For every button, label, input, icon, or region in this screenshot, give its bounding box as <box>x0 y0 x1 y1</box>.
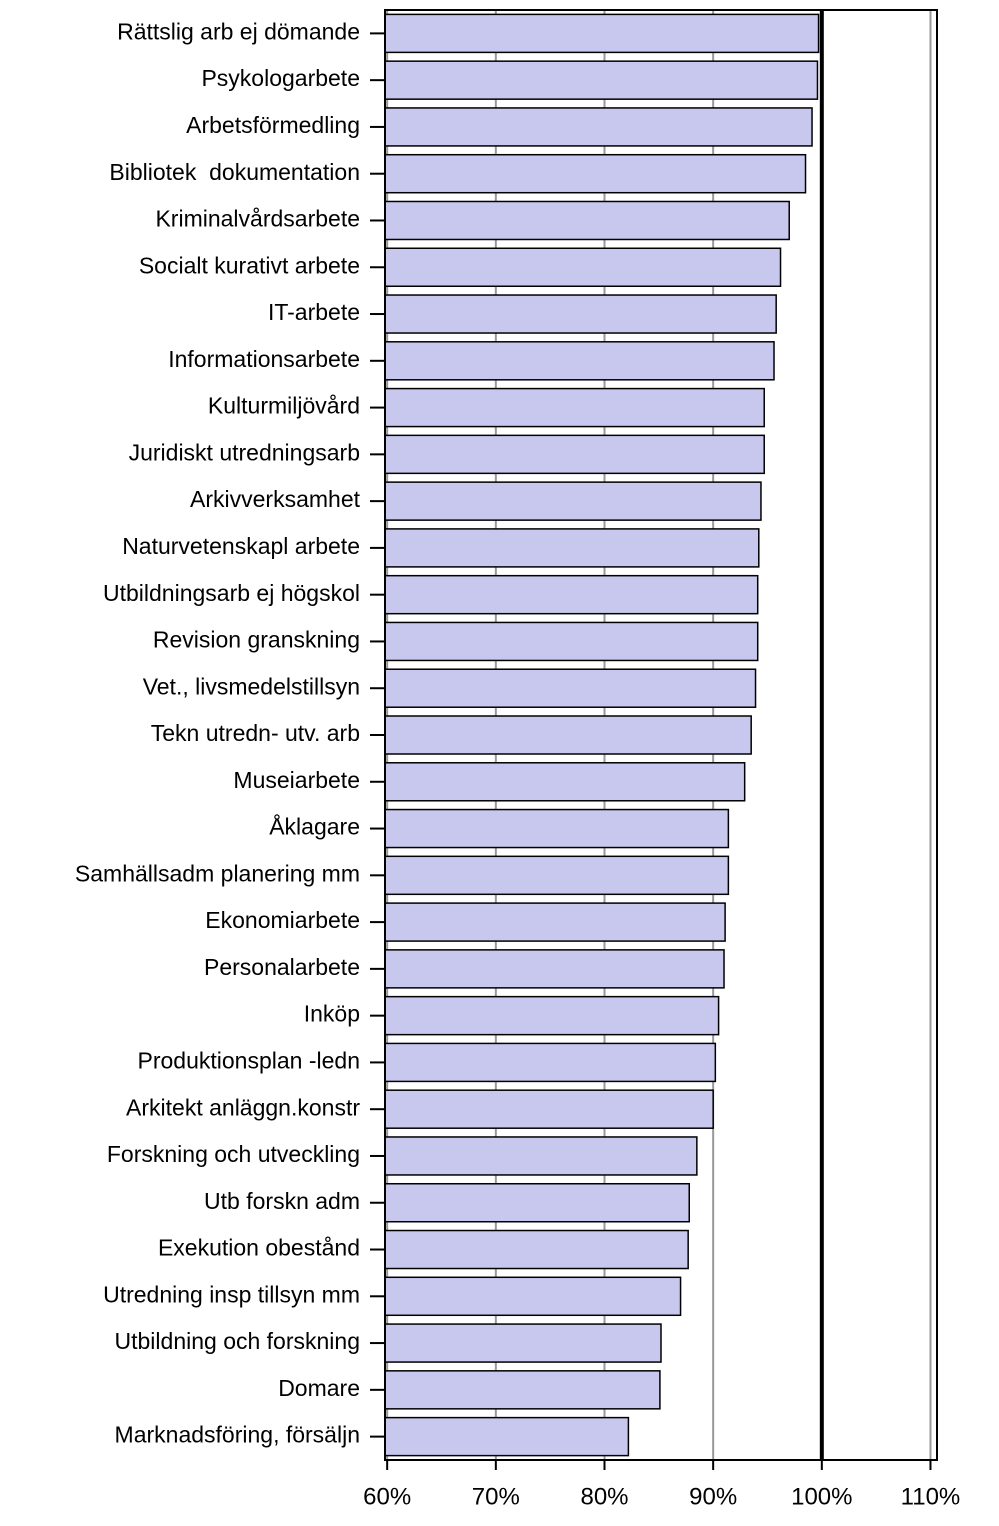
y-tick-label: Utredning insp tillsyn mm <box>103 1281 360 1307</box>
y-tick-label: Arkivverksamhet <box>190 486 361 512</box>
bar <box>384 200 790 241</box>
y-tick-label: Informationsarbete <box>168 346 360 372</box>
bar <box>384 1042 717 1083</box>
bar <box>384 434 765 475</box>
x-tick-label: 110% <box>901 1483 961 1510</box>
y-tick-label: Produktionsplan -ledn <box>138 1047 360 1073</box>
bar <box>384 153 807 194</box>
y-tick-label: Exekution obestånd <box>158 1235 360 1261</box>
bar <box>384 13 820 54</box>
bar <box>384 341 775 381</box>
y-tick-label: Utbildningsarb ej högskol <box>103 580 360 606</box>
y-tick-label: Utbildning och forskning <box>115 1328 360 1354</box>
bar <box>384 1276 682 1317</box>
y-tick-label: Vet., livsmedelstillsyn <box>143 673 360 699</box>
y-tick-label: Marknadsföring, försäljn <box>115 1422 360 1448</box>
y-tick-label: Arkitekt anläggn.konstr <box>126 1094 360 1120</box>
y-tick-label: Ekonomiarbete <box>205 907 360 933</box>
y-tick-label: Samhällsadm planering mm <box>75 860 360 886</box>
bar <box>384 855 730 896</box>
bar <box>384 808 730 849</box>
bar <box>384 481 762 521</box>
y-tick-label: Tekn utredn- utv. arb <box>151 720 360 746</box>
y-tick-label: Inköp <box>304 1001 360 1027</box>
bar <box>384 387 765 428</box>
y-tick-label: Naturvetenskapl arbete <box>122 533 360 559</box>
bar <box>384 668 757 708</box>
y-tick-label: IT-arbete <box>268 299 360 325</box>
y-tick-label: Museiarbete <box>233 767 360 793</box>
x-tick-label: 80% <box>580 1483 628 1510</box>
y-tick-label: Kriminalvårdsarbete <box>155 206 360 232</box>
y-tick-label: Juridiskt utredningsarb <box>129 439 360 465</box>
bar <box>384 715 752 755</box>
y-tick-label: Kulturmiljövård <box>208 393 360 419</box>
y-tick-label: Utb forskn adm <box>204 1188 360 1214</box>
bar <box>384 1229 689 1270</box>
bar <box>384 528 760 568</box>
bar <box>384 294 777 334</box>
bar <box>384 1416 630 1457</box>
bar <box>384 995 720 1036</box>
y-tick-label: Domare <box>278 1375 360 1401</box>
bar <box>384 1136 698 1176</box>
bar <box>384 1370 661 1410</box>
y-tick-label: Personalarbete <box>204 954 360 980</box>
bar <box>384 1089 714 1129</box>
y-tick-label: Åklagare <box>269 813 360 840</box>
y-tick-label: Bibliotek dokumentation <box>109 159 360 185</box>
x-tick-label: 100% <box>791 1483 852 1510</box>
bar <box>384 621 759 662</box>
bar <box>384 902 726 942</box>
x-tick-label: 70% <box>472 1483 520 1510</box>
x-tick-label: 60% <box>363 1483 411 1510</box>
y-tick-label: Arbetsförmedling <box>186 112 360 138</box>
x-tick-label: 90% <box>689 1483 737 1510</box>
bar <box>384 247 782 288</box>
bar <box>384 949 725 989</box>
y-tick-label: Revision granskning <box>153 627 360 653</box>
y-tick-label: Rättslig arb ej dömande <box>117 18 360 44</box>
bar <box>384 574 759 615</box>
plot-frame <box>384 9 938 1461</box>
y-tick-label: Psykologarbete <box>201 65 360 91</box>
bar <box>384 60 819 100</box>
bar <box>384 1323 662 1363</box>
bar <box>384 762 746 802</box>
y-tick-label: Socialt kurativt arbete <box>139 252 360 278</box>
bar <box>384 107 813 147</box>
bar <box>384 1182 691 1223</box>
y-tick-label: Forskning och utveckling <box>107 1141 360 1167</box>
